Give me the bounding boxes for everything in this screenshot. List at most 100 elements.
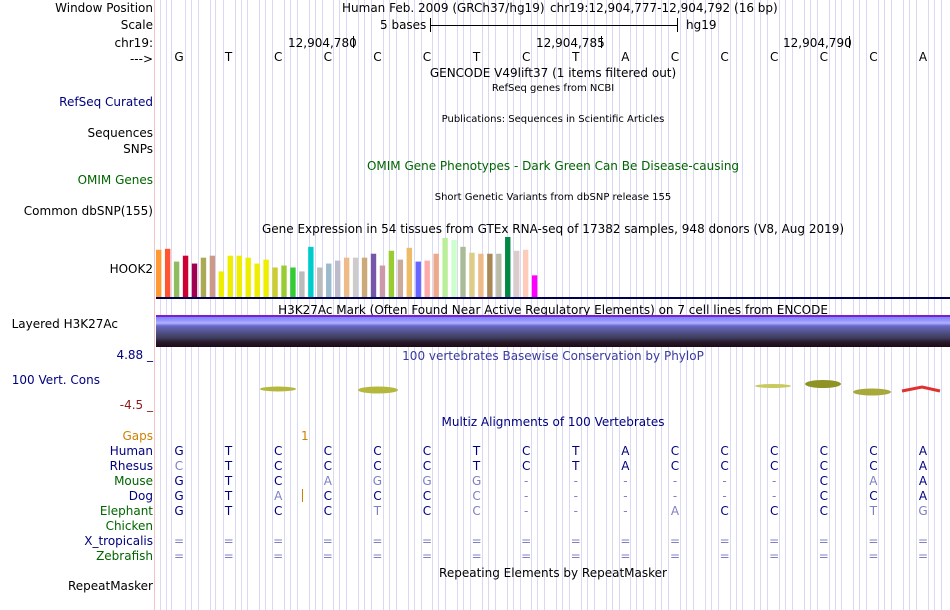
species-label[interactable]: Zebrafish: [96, 549, 153, 563]
grid-line: [668, 0, 669, 610]
gtex-bar[interactable]: [424, 260, 430, 297]
grid-line: [215, 0, 216, 610]
gtex-bar[interactable]: [343, 257, 350, 297]
gtex-bar[interactable]: [200, 257, 207, 297]
alignment-base: C: [472, 489, 481, 503]
gtex-bar[interactable]: [173, 261, 180, 297]
alignment-base: C: [323, 459, 332, 473]
omim-track-label[interactable]: OMIM Genes: [77, 173, 153, 187]
gtex-bar[interactable]: [209, 255, 216, 297]
gtex-bar[interactable]: [236, 255, 242, 297]
species-label[interactable]: X_tropicalis: [84, 534, 153, 548]
gtex-bar[interactable]: [191, 263, 198, 297]
gtex-bar[interactable]: [263, 259, 269, 297]
grid-line: [315, 0, 316, 610]
sequences-track-label[interactable]: Sequences: [87, 126, 153, 140]
scale-label: Scale: [120, 18, 153, 32]
alignment-base: =: [669, 549, 681, 563]
gtex-bar[interactable]: [514, 250, 520, 297]
gtex-bar[interactable]: [164, 248, 171, 297]
grid-line: [718, 0, 719, 610]
sequences-track-title[interactable]: Publications: Sequences in Scientific Ar…: [441, 114, 665, 125]
dbsnp-track-label[interactable]: Common dbSNP(155): [23, 204, 153, 218]
gtex-bar[interactable]: [352, 257, 359, 297]
gtex-bar[interactable]: [522, 249, 529, 297]
gtex-bar[interactable]: [469, 252, 475, 297]
conservation-glyph: [755, 384, 791, 388]
gtex-bar[interactable]: [218, 271, 225, 297]
gtex-bar[interactable]: [496, 253, 502, 297]
dbsnp-track-title[interactable]: Short Genetic Variants from dbSNP releas…: [434, 192, 672, 203]
gtex-track-title[interactable]: Gene Expression in 54 tissues from GTEx …: [261, 222, 845, 236]
ruler-base: T: [572, 50, 580, 64]
alignment-base: T: [224, 504, 233, 518]
h3k27ac-track-title[interactable]: H3K27Ac Mark (Often Found Near Active Re…: [278, 303, 828, 317]
ruler-base: C: [373, 50, 382, 64]
gtex-gene-label[interactable]: HOOK2: [109, 262, 153, 276]
multiz-track-title[interactable]: Multiz Alignments of 100 Vertebrates: [441, 415, 665, 429]
gtex-bar[interactable]: [370, 253, 377, 297]
alignment-base: -: [573, 504, 578, 518]
gtex-bar[interactable]: [317, 267, 323, 297]
grid-line: [160, 0, 161, 610]
alignment-base: -: [672, 474, 678, 488]
grid-line: [643, 0, 644, 610]
alignment-base: C: [422, 504, 432, 518]
gtex-bar[interactable]: [531, 275, 538, 297]
gtex-bar[interactable]: [505, 237, 511, 297]
refseq-track-title[interactable]: RefSeq genes from NCBI: [491, 83, 615, 94]
alignment-base: G: [174, 489, 184, 503]
grid-line: [705, 0, 706, 610]
gtex-bar[interactable]: [281, 265, 287, 297]
grid-line: [835, 0, 836, 610]
alignment-base: C: [174, 459, 184, 473]
alignment-base: G: [174, 474, 184, 488]
repeatmasker-track-label[interactable]: RepeatMasker: [67, 579, 153, 593]
grid-line: [346, 0, 347, 610]
species-label[interactable]: Rhesus: [109, 459, 153, 473]
species-label[interactable]: Chicken: [105, 519, 153, 533]
gtex-bar[interactable]: [415, 261, 421, 297]
grid-line: [711, 0, 712, 610]
species-label[interactable]: Mouse: [114, 474, 153, 488]
species-label[interactable]: Dog: [128, 489, 153, 503]
conservation-track-title[interactable]: 100 vertebrates Basewise Conservation by…: [402, 349, 704, 363]
grid-line: [891, 0, 892, 610]
snps-track-label[interactable]: SNPs: [123, 142, 153, 156]
omim-track-title[interactable]: OMIM Gene Phenotypes - Dark Green Can Be…: [366, 159, 740, 173]
gtex-bar[interactable]: [442, 237, 448, 297]
grid-line: [636, 0, 637, 610]
gtex-bar[interactable]: [290, 267, 296, 297]
gtex-bar[interactable]: [460, 246, 466, 297]
h3k27ac-signal[interactable]: [156, 317, 950, 347]
gtex-bar[interactable]: [406, 247, 412, 297]
gtex-bar[interactable]: [487, 253, 493, 297]
species-label[interactable]: Elephant: [99, 504, 153, 518]
gtex-bar[interactable]: [254, 263, 260, 297]
gtex-bar[interactable]: [156, 249, 162, 297]
alignment-base: =: [719, 549, 730, 563]
gtex-bar[interactable]: [335, 260, 341, 297]
gencode-track-title[interactable]: GENCODE V49lift37 (1 items filtered out): [429, 66, 677, 80]
gtex-bar[interactable]: [272, 267, 278, 297]
gtex-bar[interactable]: [227, 255, 233, 297]
gtex-bar[interactable]: [451, 239, 457, 297]
gtex-bar-chart[interactable]: [154, 236, 544, 298]
repeatmasker-track-title[interactable]: Repeating Elements by RepeatMasker: [439, 566, 667, 580]
gtex-bar[interactable]: [308, 246, 314, 297]
gtex-bar[interactable]: [299, 271, 305, 297]
conservation-track-label[interactable]: 100 Vert. Cons: [11, 373, 100, 387]
alignment-base: =: [818, 549, 829, 563]
gtex-bar[interactable]: [245, 257, 251, 297]
gtex-bar[interactable]: [326, 263, 332, 297]
gtex-bar[interactable]: [182, 255, 189, 297]
refseq-track-label[interactable]: RefSeq Curated: [59, 95, 153, 109]
h3k27ac-track-label[interactable]: Layered H3K27Ac: [11, 317, 118, 331]
gtex-bar[interactable]: [478, 253, 484, 297]
gtex-bar[interactable]: [379, 265, 386, 297]
gtex-bar[interactable]: [361, 257, 368, 297]
species-label[interactable]: Human: [109, 444, 153, 458]
gtex-bar[interactable]: [397, 259, 404, 297]
gtex-bar[interactable]: [388, 250, 395, 297]
gtex-bar[interactable]: [433, 253, 439, 297]
